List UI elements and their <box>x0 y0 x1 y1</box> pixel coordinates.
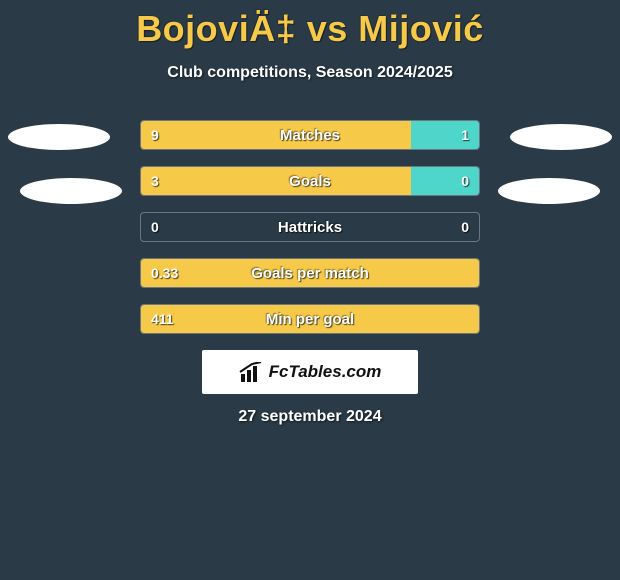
stat-right-value: 0 <box>461 213 469 241</box>
bar-left-fill <box>141 305 479 333</box>
stat-left-value: 0 <box>151 213 159 241</box>
bar-left-fill <box>141 259 479 287</box>
player-left-placeholder-2 <box>20 178 122 204</box>
stat-row-goals-per-match: 0.33Goals per match <box>140 258 480 288</box>
page-title: BojoviÄ‡ vs Mijović <box>0 0 620 50</box>
bar-right-fill <box>411 167 479 195</box>
player-right-placeholder-2 <box>498 178 600 204</box>
bar-right-fill <box>411 121 479 149</box>
subtitle: Club competitions, Season 2024/2025 <box>0 64 620 82</box>
stat-row-hattricks: 0 0Hattricks <box>140 212 480 242</box>
chart-icon <box>239 362 263 382</box>
player-left-placeholder-1 <box>8 124 110 150</box>
comparison-bars: 91Matches 30Goals 0 0Hattricks 0.33Goals per… <box>140 120 480 334</box>
player-right-placeholder-1 <box>510 124 612 150</box>
fctables-logo[interactable]: FcTables.com <box>202 350 418 394</box>
stat-row-goals: 30Goals <box>140 166 480 196</box>
date-label: 27 september 2024 <box>0 408 620 426</box>
stat-row-matches: 91Matches <box>140 120 480 150</box>
logo-text: FcTables.com <box>269 362 382 382</box>
stat-row-min-per-goal: 411Min per goal <box>140 304 480 334</box>
bar-left-fill <box>141 167 411 195</box>
stat-label: Hattricks <box>141 213 479 241</box>
bar-left-fill <box>141 121 411 149</box>
